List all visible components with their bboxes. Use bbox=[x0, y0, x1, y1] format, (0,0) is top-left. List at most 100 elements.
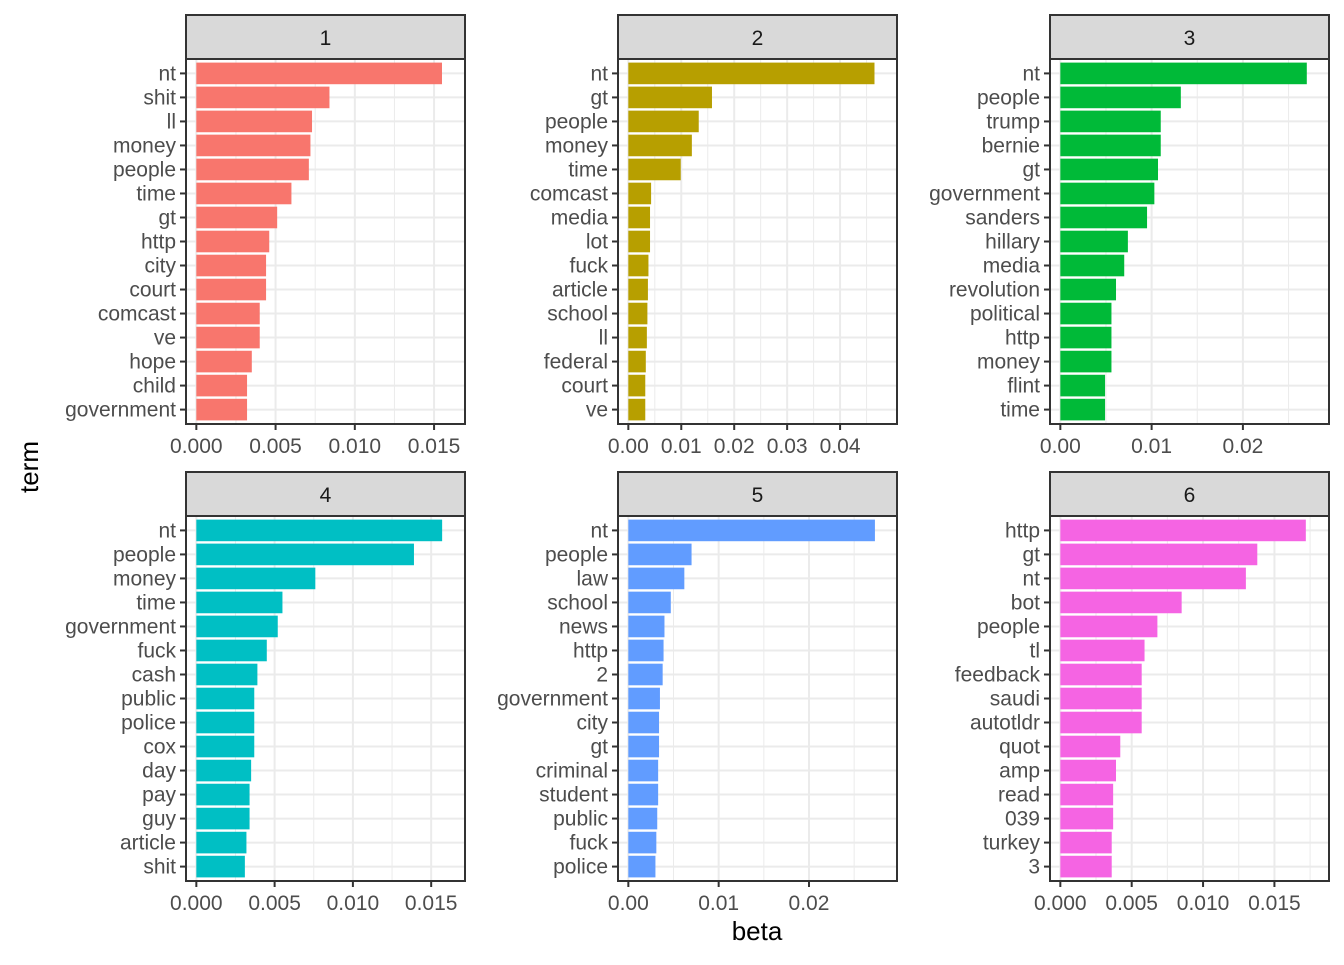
facet-strip bbox=[617, 14, 898, 60]
y-tick-label: people bbox=[545, 543, 608, 566]
bar-flint bbox=[1060, 374, 1106, 397]
bar-fuck bbox=[628, 831, 657, 854]
bar-lot bbox=[628, 230, 651, 253]
bar-pay bbox=[196, 783, 250, 806]
bar-ll bbox=[628, 326, 647, 349]
bar-federal bbox=[628, 350, 646, 373]
bar-day bbox=[196, 759, 252, 782]
bar-hillary bbox=[1060, 230, 1128, 253]
y-tick-label: nt bbox=[590, 519, 608, 542]
facet-strip-label: 4 bbox=[320, 484, 332, 507]
bar-bot bbox=[1060, 591, 1182, 614]
bar-gt bbox=[1060, 158, 1159, 181]
bar-people bbox=[196, 543, 414, 566]
bar-public bbox=[628, 807, 658, 830]
x-tick-label: 0.01 bbox=[698, 892, 739, 915]
x-tick-label: 0.02 bbox=[789, 892, 830, 915]
bar-money bbox=[196, 134, 311, 157]
y-tick-label: money bbox=[113, 567, 177, 590]
bar-tl bbox=[1060, 639, 1145, 662]
facet-strip bbox=[185, 14, 466, 60]
bar-law bbox=[628, 567, 685, 590]
y-tick-label: time bbox=[1000, 399, 1040, 422]
bar-people bbox=[196, 158, 309, 181]
bar-court bbox=[628, 374, 646, 397]
y-tick-label: cox bbox=[143, 736, 176, 759]
x-tick-label: 0.015 bbox=[405, 892, 458, 915]
bar-saudi bbox=[1060, 687, 1142, 710]
x-tick-label: 0.00 bbox=[608, 435, 649, 458]
y-tick-label: quot bbox=[999, 736, 1040, 759]
bar-government bbox=[628, 687, 660, 710]
bar-money bbox=[1060, 350, 1112, 373]
y-tick-label: nt bbox=[1022, 567, 1040, 590]
y-tick-label: http bbox=[1005, 327, 1040, 350]
bar-time bbox=[1060, 398, 1106, 421]
y-tick-label: government bbox=[929, 182, 1040, 205]
y-tick-label: government bbox=[497, 688, 608, 711]
y-tick-label: hope bbox=[129, 351, 176, 374]
y-tick-label: trump bbox=[986, 110, 1040, 133]
bar-people bbox=[1060, 615, 1158, 638]
y-tick-label: fuck bbox=[569, 255, 608, 278]
y-tick-label: gt bbox=[590, 736, 608, 759]
y-tick-label: court bbox=[561, 375, 608, 398]
bar-http bbox=[196, 230, 270, 253]
y-tick-label: 039 bbox=[1005, 808, 1040, 831]
y-tick-label: hillary bbox=[985, 231, 1040, 254]
y-tick-label: day bbox=[142, 760, 176, 783]
bar-ll bbox=[196, 110, 313, 133]
facet-strip bbox=[1049, 14, 1330, 60]
x-tick-label: 0.01 bbox=[661, 435, 702, 458]
x-tick-label: 0.000 bbox=[1034, 892, 1087, 915]
y-tick-label: gt bbox=[590, 86, 608, 109]
bar-cox bbox=[196, 735, 255, 758]
y-tick-label: school bbox=[547, 591, 608, 614]
x-tick-label: 0.02 bbox=[714, 435, 755, 458]
bar-people bbox=[1060, 86, 1181, 109]
y-tick-label: amp bbox=[999, 760, 1040, 783]
y-tick-label: fuck bbox=[569, 832, 608, 855]
y-tick-label: comcast bbox=[98, 303, 176, 326]
y-tick-label: government bbox=[65, 615, 176, 638]
y-tick-label: ve bbox=[154, 327, 176, 350]
y-tick-label: lot bbox=[586, 231, 608, 254]
y-tick-label: shit bbox=[143, 856, 176, 879]
bar-criminal bbox=[628, 759, 659, 782]
bar-http bbox=[628, 639, 664, 662]
y-tick-label: bernie bbox=[982, 134, 1040, 157]
bar-revolution bbox=[1060, 278, 1117, 301]
bar-feedback bbox=[1060, 663, 1142, 686]
x-tick-label: 0.000 bbox=[170, 892, 223, 915]
y-tick-label: shit bbox=[143, 86, 176, 109]
x-tick-label: 0.04 bbox=[820, 435, 861, 458]
panel-1: ntshitllmoneypeopletimegthttpcitycourtco… bbox=[65, 14, 466, 458]
facet-strip-label: 6 bbox=[1184, 484, 1196, 507]
bar-shit bbox=[196, 855, 245, 878]
y-tick-label: people bbox=[545, 110, 608, 133]
facet-strip bbox=[185, 471, 466, 517]
bar-2 bbox=[628, 663, 663, 686]
bar-guy bbox=[196, 807, 250, 830]
bar-nt bbox=[196, 62, 442, 85]
y-tick-label: http bbox=[141, 231, 176, 254]
y-tick-label: city bbox=[145, 255, 177, 278]
y-tick-label: read bbox=[998, 784, 1040, 807]
x-tick-label: 0.00 bbox=[1040, 435, 1081, 458]
y-tick-label: court bbox=[129, 279, 176, 302]
panel-5: ntpeoplelawschoolnewshttp2governmentcity… bbox=[497, 471, 898, 915]
y-tick-label: pay bbox=[142, 784, 176, 807]
bar-trump bbox=[1060, 110, 1161, 133]
y-tick-label: federal bbox=[544, 351, 608, 374]
y-tick-label: 2 bbox=[596, 663, 608, 686]
x-tick-label: 0.00 bbox=[608, 892, 649, 915]
x-tick-label: 0.005 bbox=[248, 892, 301, 915]
y-tick-label: time bbox=[568, 158, 608, 181]
y-tick-label: money bbox=[113, 134, 177, 157]
x-tick-label: 0.01 bbox=[1131, 435, 1172, 458]
y-tick-label: political bbox=[970, 303, 1040, 326]
y-tick-label: comcast bbox=[530, 182, 608, 205]
y-tick-label: tl bbox=[1030, 639, 1041, 662]
